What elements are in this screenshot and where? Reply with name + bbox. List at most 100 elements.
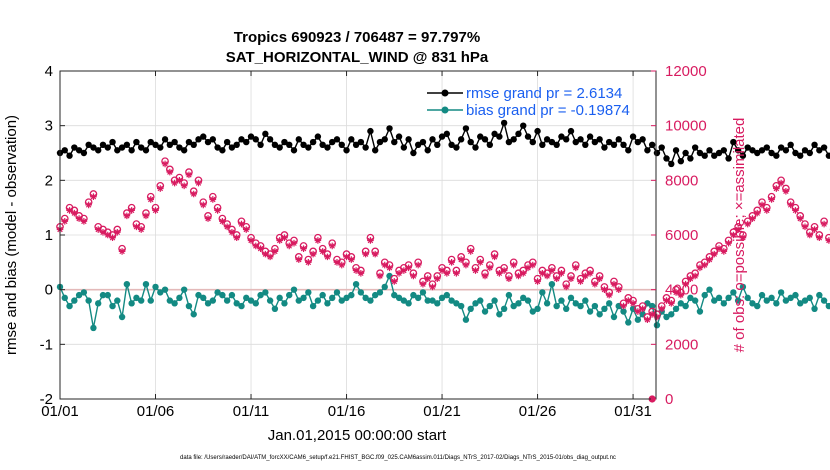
nobs-series [56,157,830,403]
bias-point [166,297,174,304]
rmse-point [90,144,97,151]
n-assimilated-marker [166,168,174,176]
rmse-point [625,147,632,154]
bias-point [99,291,107,299]
x-tick-label: 01/26 [519,403,557,420]
n-assimilated-marker [176,177,183,184]
legend-rmse-label: rmse grand pr = 2.6134 [466,85,622,102]
bias-point [477,297,484,304]
bias-point [290,286,298,293]
n-assimilated-marker [371,250,379,258]
rmse-point [529,138,536,146]
bias-point [773,300,780,307]
rmse-point [434,141,441,148]
rmse-point [95,147,102,154]
n-assimilated-marker [696,264,704,272]
bias-point [314,297,322,304]
rmse-point [605,138,613,146]
bias-point [209,297,217,304]
n-assimilated-marker [787,201,794,209]
n-assimilated-marker [596,275,603,283]
rmse-point [687,155,694,162]
n-assimilated-marker [586,269,594,277]
rmse-point [118,144,126,151]
bias-point [687,294,694,302]
n-assimilated-marker [94,226,102,233]
n-assimilated-marker [195,179,202,187]
bias-point [782,297,790,304]
bias-point [696,308,704,315]
n-assimilated-marker [295,256,303,263]
n-assimilated-marker [314,237,322,244]
bias-point [71,297,78,304]
bias-point [142,281,150,288]
n-assimilated-marker [104,231,112,239]
rmse-point [663,155,670,162]
rmse-point [410,149,417,157]
rmse-point [362,144,369,151]
rmse-point [777,144,785,151]
rmse-point [137,144,145,151]
bias-point [596,311,603,318]
n-assimilated-marker [691,272,699,280]
rmse-point [405,136,412,143]
rmse-point [653,149,661,157]
right-tick-label: 6000 [665,227,698,244]
rmse-point [801,147,809,154]
n-assimilated-marker [534,278,541,285]
bias-point [682,302,689,310]
bias-point [792,291,799,299]
rmse-point [238,136,245,143]
x-tick-label: 01/21 [423,403,461,420]
rmse-point [209,136,217,143]
n-assimilated-marker [448,259,455,266]
n-assimilated-marker [328,242,336,250]
n-assimilated-marker [562,283,570,291]
rmse-point [629,133,637,140]
rmse-point [80,149,88,157]
rmse-point [252,136,260,143]
bias-point [176,294,183,302]
rmse-point [371,147,379,154]
rmse-point [758,147,766,154]
n-assimilated-marker [524,264,532,272]
n-assimilated-marker [739,234,747,242]
x-tick-label: 01/06 [137,403,175,420]
rmse-point [314,133,322,140]
n-assimilated-marker [80,218,88,225]
rmse-point [496,133,503,140]
rmse-point [386,125,393,132]
bias-point [414,294,422,302]
bias-point [438,294,446,302]
n-assimilated-marker [510,261,517,269]
rmse-point [243,138,250,146]
bias-point [295,297,302,304]
rmse-point [639,136,646,143]
bias-point [434,300,441,307]
bias-point [534,305,541,312]
bias-point [754,302,761,310]
rmse-point [114,147,121,154]
n-assimilated-marker [582,272,589,280]
bias-point [520,294,527,302]
bias-point [410,291,417,299]
rmse-point [725,155,732,162]
n-assimilated-marker [257,245,264,252]
legend-rmse-marker [441,89,449,97]
n-assimilated-marker [577,278,584,285]
n-assimilated-marker [744,220,751,228]
n-assimilated-marker [123,212,131,220]
rmse-point [352,141,360,148]
rmse-point [290,147,298,154]
bias-point [300,294,307,302]
bias-point [343,294,350,302]
n-assimilated-marker [467,248,475,255]
bias-point [80,289,88,296]
rmse-point [620,141,627,148]
rmse-point [720,147,728,154]
bias-point [133,294,140,302]
n-assimilated-marker [553,275,560,283]
n-assimilated-marker [481,272,489,280]
bias-point [329,294,336,302]
